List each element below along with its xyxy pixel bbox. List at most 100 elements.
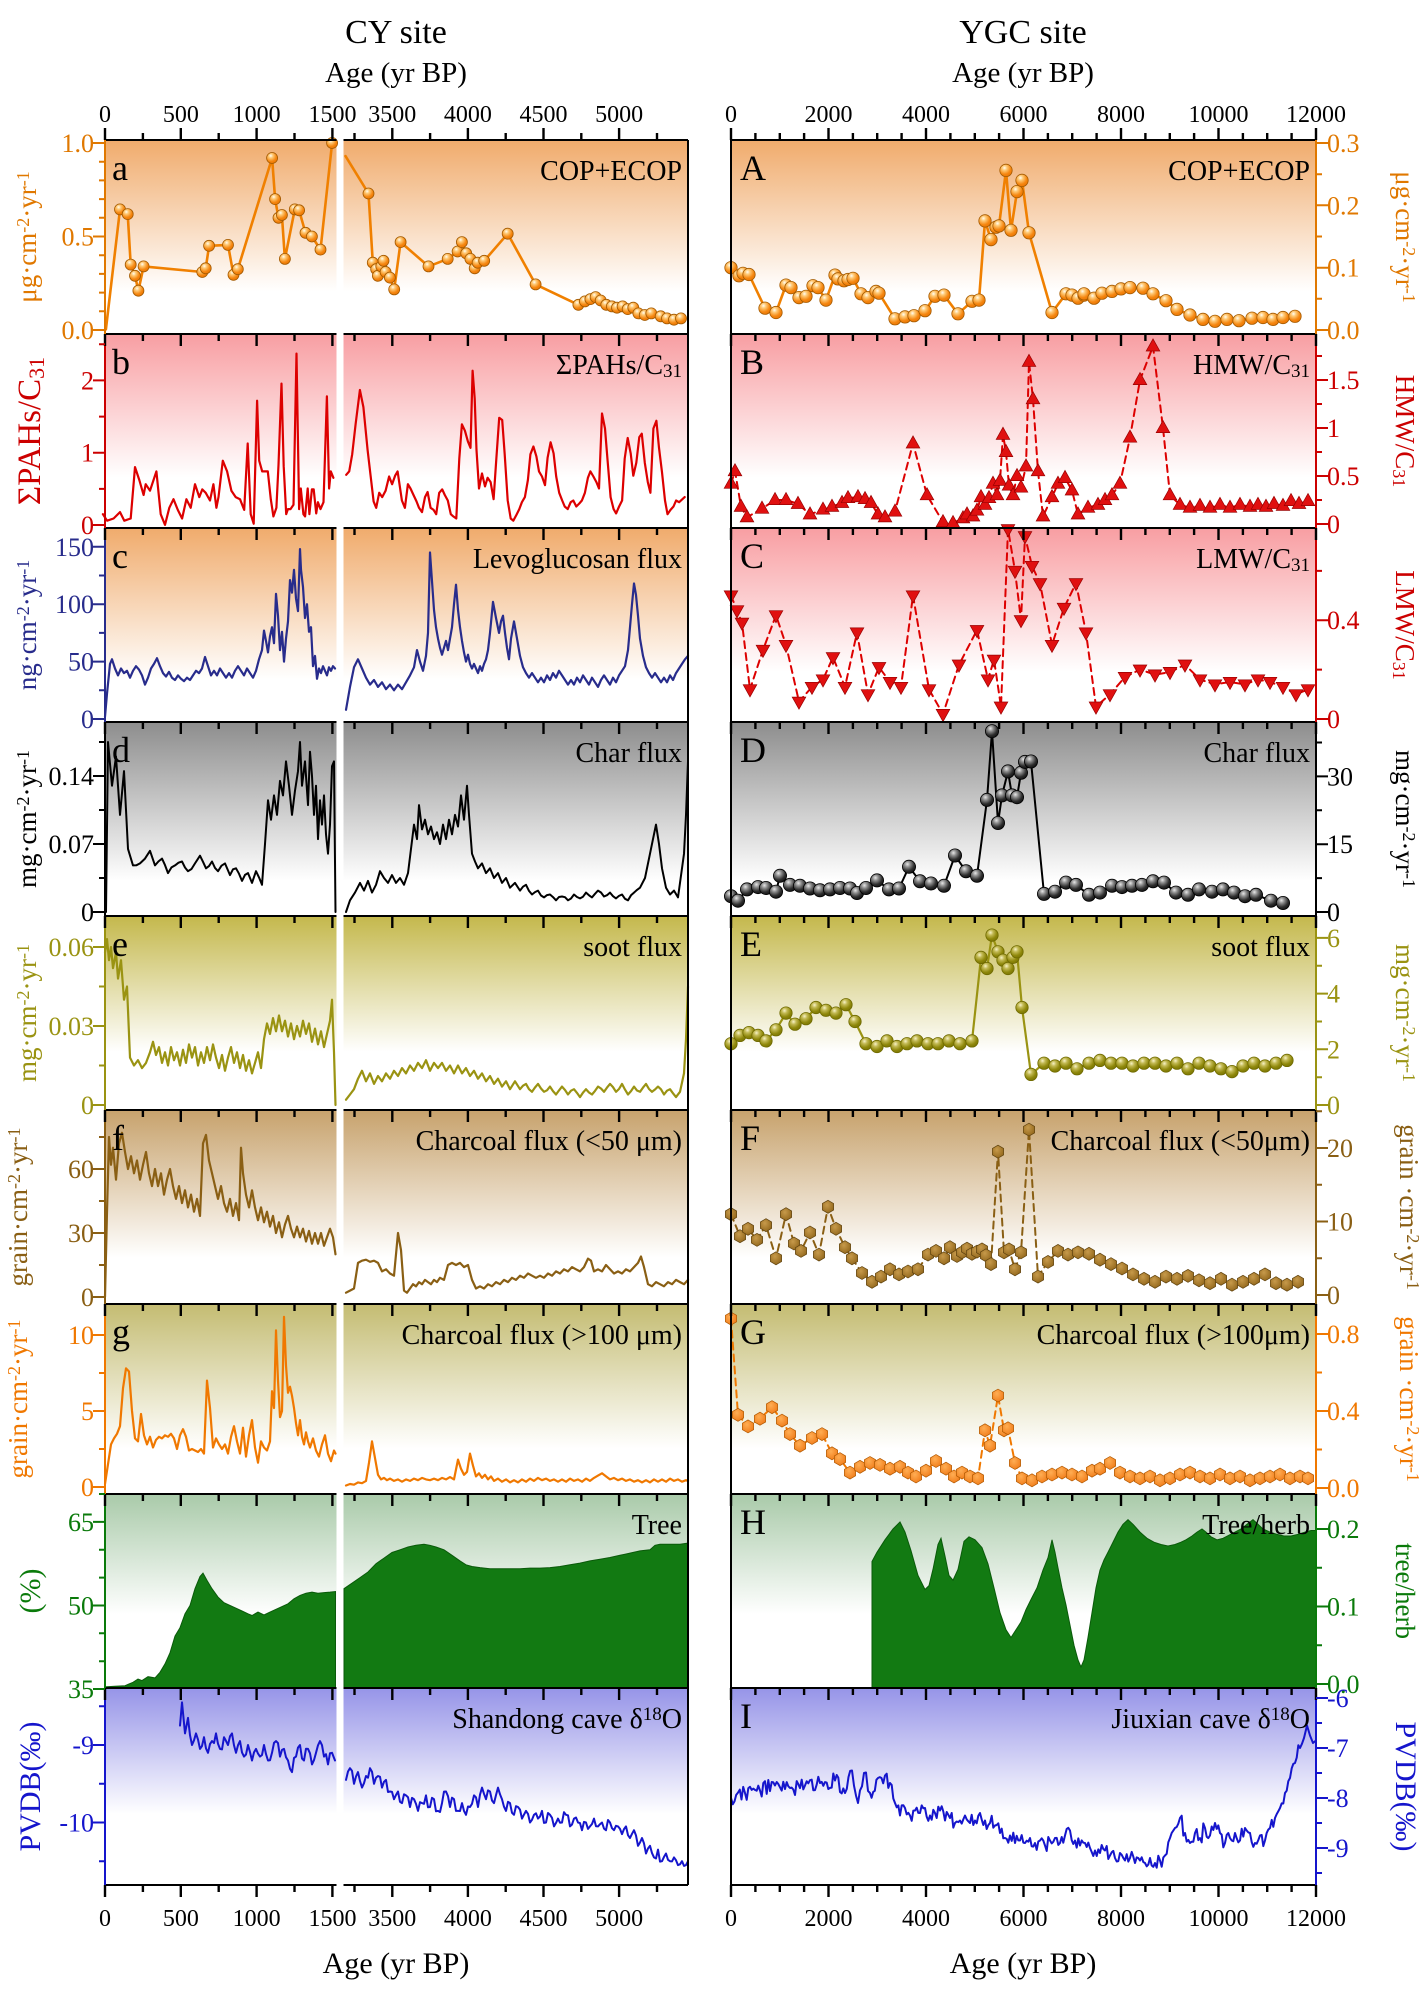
svg-text:B: B [740,342,764,382]
svg-text:CY site: CY site [345,14,447,51]
svg-text:HMW/C31: HMW/C31 [1389,375,1420,488]
svg-text:a: a [112,148,128,188]
svg-text:50: 50 [68,648,94,677]
svg-text:35: 35 [68,1675,94,1704]
svg-text:4000: 4000 [444,1906,492,1932]
svg-text:30: 30 [68,1219,94,1248]
svg-text:0.03: 0.03 [49,1012,95,1041]
svg-text:5000: 5000 [595,1906,643,1932]
svg-text:Charcoal flux (<50μm): Charcoal flux (<50μm) [1051,1126,1310,1157]
svg-text:-10: -10 [59,1809,94,1838]
svg-text:μg·cm-2·yr-1: μg·cm-2·yr-1 [1390,171,1420,302]
svg-text:LMW/C31: LMW/C31 [1196,544,1310,576]
svg-text:Tree/herb: Tree/herb [1202,1510,1310,1541]
svg-text:0.2: 0.2 [1327,191,1360,220]
svg-text:soot flux: soot flux [583,932,682,963]
svg-text:2000: 2000 [805,102,853,128]
svg-text:0: 0 [1327,510,1340,539]
svg-text:COP+ECOP: COP+ECOP [1168,156,1310,187]
svg-text:c: c [112,536,128,576]
svg-text:-9: -9 [1327,1834,1349,1863]
svg-text:0.0: 0.0 [62,316,95,345]
svg-text:0.4: 0.4 [1327,1397,1360,1426]
svg-text:H: H [740,1502,766,1542]
svg-text:C: C [740,536,764,576]
svg-text:g: g [112,1312,130,1352]
svg-text:0: 0 [81,705,94,734]
svg-text:ΣPAHs/C31: ΣPAHs/C31 [12,357,49,505]
svg-text:0.0: 0.0 [1327,1474,1360,1503]
svg-text:Levoglucosan flux: Levoglucosan flux [473,544,682,575]
svg-text:f: f [112,1118,124,1158]
svg-text:0: 0 [99,1906,111,1932]
svg-text:A: A [740,148,766,188]
svg-text:LMW/C31: LMW/C31 [1389,570,1420,680]
svg-text:-8: -8 [1327,1784,1349,1813]
svg-text:10: 10 [1327,1208,1353,1237]
svg-text:0: 0 [1327,898,1340,927]
svg-text:30: 30 [1327,762,1353,791]
svg-text:Charcoal flux (>100μm): Charcoal flux (>100μm) [1037,1320,1310,1351]
svg-text:0: 0 [81,1473,94,1502]
svg-text:10000: 10000 [1189,1906,1249,1932]
svg-text:0: 0 [1327,705,1340,734]
svg-text:0: 0 [1327,1281,1340,1310]
svg-text:100: 100 [55,590,94,619]
svg-text:50: 50 [68,1591,94,1620]
svg-text:Tree: Tree [632,1510,682,1541]
svg-text:6000: 6000 [1000,102,1048,128]
svg-text:Age (yr BP): Age (yr BP) [950,1947,1097,1980]
svg-text:-7: -7 [1327,1734,1349,1763]
svg-text:10000: 10000 [1189,102,1249,128]
svg-text:0.3: 0.3 [1327,129,1360,158]
svg-text:0: 0 [81,511,94,540]
svg-text:(%): (%) [14,1569,47,1614]
svg-text:4500: 4500 [520,1906,568,1932]
svg-text:soot flux: soot flux [1211,932,1310,963]
svg-text:12000: 12000 [1286,102,1346,128]
svg-text:0.2: 0.2 [1327,1515,1360,1544]
svg-text:0: 0 [81,898,94,927]
svg-text:0.5: 0.5 [62,223,95,252]
svg-text:grain·cm-2·yr-1: grain·cm-2·yr-1 [3,1320,33,1479]
svg-text:1: 1 [81,439,94,468]
svg-text:grain ·cm-2·yr-1: grain ·cm-2·yr-1 [1394,1316,1424,1482]
svg-text:grain·cm-2·yr-1: grain·cm-2·yr-1 [3,1128,33,1287]
svg-text:mg·cm-2·yr-1: mg·cm-2·yr-1 [12,750,42,888]
svg-text:I: I [740,1696,752,1736]
svg-text:8000: 8000 [1097,102,1145,128]
svg-text:Age (yr BP): Age (yr BP) [325,57,467,89]
svg-text:500: 500 [163,102,199,128]
svg-text:-9: -9 [72,1731,94,1760]
svg-text:ΣPAHs/C31: ΣPAHs/C31 [556,350,682,382]
svg-text:150: 150 [55,533,94,562]
svg-text:mg·cm-2·yr-1: mg·cm-2·yr-1 [1390,750,1420,888]
svg-text:Age (yr BP): Age (yr BP) [952,57,1094,89]
svg-text:6: 6 [1327,924,1340,953]
svg-text:Shandong cave δ18O: Shandong cave δ18O [452,1704,682,1735]
svg-text:0.0: 0.0 [1327,316,1360,345]
svg-text:3500: 3500 [368,102,416,128]
svg-text:d: d [112,730,130,770]
svg-text:0.14: 0.14 [49,762,95,791]
svg-text:0: 0 [81,1283,94,1312]
svg-text:5: 5 [81,1397,94,1426]
svg-text:0.06: 0.06 [49,933,95,962]
svg-text:4000: 4000 [902,1906,950,1932]
svg-text:4: 4 [1327,980,1340,1009]
svg-text:0.4: 0.4 [1327,606,1360,635]
svg-text:5000: 5000 [595,102,643,128]
svg-text:0.1: 0.1 [1327,1593,1360,1622]
svg-text:0.5: 0.5 [1327,462,1360,491]
svg-text:ng·cm-2·yr-1: ng·cm-2·yr-1 [12,560,42,690]
svg-text:F: F [740,1118,760,1158]
svg-text:2: 2 [1327,1035,1340,1064]
svg-text:0.8: 0.8 [1327,1320,1360,1349]
svg-text:Char flux: Char flux [1203,738,1310,769]
svg-text:e: e [112,924,128,964]
svg-text:YGC site: YGC site [959,14,1087,51]
svg-text:mg·cm-2·yr-1: mg·cm-2·yr-1 [12,944,42,1082]
svg-text:10: 10 [68,1321,94,1350]
svg-text:0: 0 [99,102,111,128]
svg-text:60: 60 [68,1155,94,1184]
